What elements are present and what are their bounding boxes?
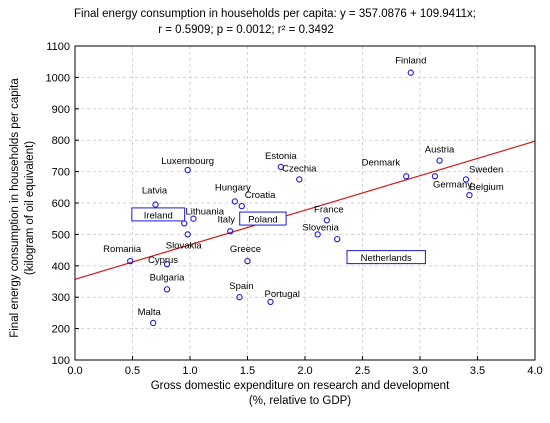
x-tick-label: 0.0 [67, 365, 82, 377]
y-tick-label: 500 [52, 229, 70, 241]
data-point-austria [436, 157, 443, 164]
y-tick-label: 400 [52, 261, 70, 273]
y-tick-label: 800 [52, 135, 70, 147]
point-label-germany: Germany [433, 179, 472, 190]
y-tick-label: 300 [52, 292, 70, 304]
point-label-bulgaria: Bulgaria [150, 272, 186, 283]
point-label-slovakia: Slovakia [166, 240, 203, 251]
y-axis-label-line-1: Final energy consumption in households p… [9, 78, 21, 338]
point-label-estonia: Estonia [265, 151, 297, 162]
data-point-hungary [231, 198, 238, 205]
data-point-latvia [152, 201, 159, 208]
data-point-slovakia [184, 231, 191, 238]
data-point-netherlands [334, 235, 341, 243]
data-point-slovenia [314, 231, 321, 238]
point-label-romania: Romania [103, 244, 142, 255]
point-label-austria: Austria [425, 145, 455, 156]
x-tick-label: 1.0 [182, 365, 197, 377]
data-point-croatia [238, 202, 245, 210]
chart-title-line-1: Final energy consumption in households p… [74, 8, 476, 20]
data-point-estonia [277, 163, 284, 171]
point-label-netherlands: Netherlands [361, 253, 412, 264]
data-point-romania [127, 257, 134, 265]
data-point-ireland [181, 220, 188, 227]
point-label-sweden: Sweden [469, 164, 503, 175]
point-label-italy: Italy [218, 214, 236, 225]
data-point-lithuania [190, 215, 197, 222]
point-label-lithuania: Lithuania [185, 207, 224, 218]
data-point-germany [431, 173, 439, 180]
y-tick-label: 700 [52, 167, 70, 179]
point-label-box-poland [239, 211, 287, 226]
point-label-ireland: Ireland [144, 210, 173, 221]
x-tick-label: 0.5 [125, 365, 140, 377]
regression-line [74, 140, 536, 280]
point-label-box-netherlands [346, 250, 426, 265]
data-point-luxembourg [184, 166, 191, 174]
point-label-cyprus: Cyprus [148, 255, 178, 266]
x-tick-label: 1.5 [240, 365, 255, 377]
point-label-slovenia: Slovenia [302, 222, 339, 233]
point-label-portugal: Portugal [265, 289, 300, 300]
y-tick-label: 1000 [46, 72, 70, 84]
x-tick-label: 3.0 [412, 365, 427, 377]
point-label-malta: Malta [138, 307, 162, 318]
point-label-poland: Poland [248, 215, 278, 226]
y-tick-label: 900 [52, 104, 70, 116]
x-tick-label: 2.5 [355, 365, 370, 377]
point-label-czechia: Czechia [282, 163, 317, 174]
point-label-croatia: Croatia [245, 190, 276, 201]
y-tick-label: 200 [52, 324, 70, 336]
data-point-belgium [466, 191, 473, 199]
axis-ticks [74, 45, 536, 361]
point-label-belgium: Belgium [469, 182, 503, 193]
data-point-malta [150, 319, 157, 327]
data-point-cyprus [163, 261, 171, 268]
point-label-denmark: Denmark [362, 157, 401, 168]
data-point-france [323, 217, 330, 224]
point-label-france: France [314, 204, 344, 215]
x-tick-label: 3.5 [470, 365, 485, 377]
data-point-denmark [403, 173, 410, 180]
point-label-greece: Greece [230, 244, 261, 255]
data-points: Finland Austria Denmark Sweden GermanyBelgiu… [103, 56, 504, 327]
data-point-italy [227, 228, 234, 235]
y-axis-label-line-2: (kilogram of oil equivalent) [24, 141, 36, 275]
data-point-finland [407, 69, 414, 76]
x-axis-label-line-2: (%, relative to GDP) [249, 395, 351, 407]
point-label-box-ireland [131, 207, 186, 222]
point-label-finland: Finland [395, 56, 426, 67]
y-tick-label: 1100 [46, 41, 70, 53]
y-tick-label: 600 [52, 198, 70, 210]
point-label-hungary: Hungary [215, 182, 251, 193]
data-point-czechia [296, 176, 303, 183]
data-point-bulgaria [163, 286, 171, 293]
point-label-spain: Spain [229, 281, 253, 292]
y-tick-label: 100 [52, 355, 70, 367]
x-tick-labels: 0.0 0.5 1.0 1.5 2.0 2.5 3.0 3.5 4.0 [67, 365, 542, 377]
chart-title-line-2: r = 0.5909; p = 0.0012; r² = 0.3492 [158, 24, 334, 36]
data-point-portugal [267, 298, 274, 306]
data-point-spain [236, 294, 243, 301]
y-tick-labels: 100 200 300 400 500 600 700 800 900 1000 1100 [46, 41, 70, 367]
x-tick-label: 4.0 [527, 365, 542, 377]
x-tick-label: 2.0 [297, 365, 312, 377]
point-label-luxembourg: Luxembourg [161, 156, 214, 167]
data-point-sweden [462, 176, 470, 183]
data-point-greece [244, 257, 251, 265]
gridlines [75, 46, 535, 360]
x-axis-label-line-1: Gross domestic expenditure on research a… [151, 380, 450, 392]
point-label-latvia: Latvia [142, 186, 168, 197]
